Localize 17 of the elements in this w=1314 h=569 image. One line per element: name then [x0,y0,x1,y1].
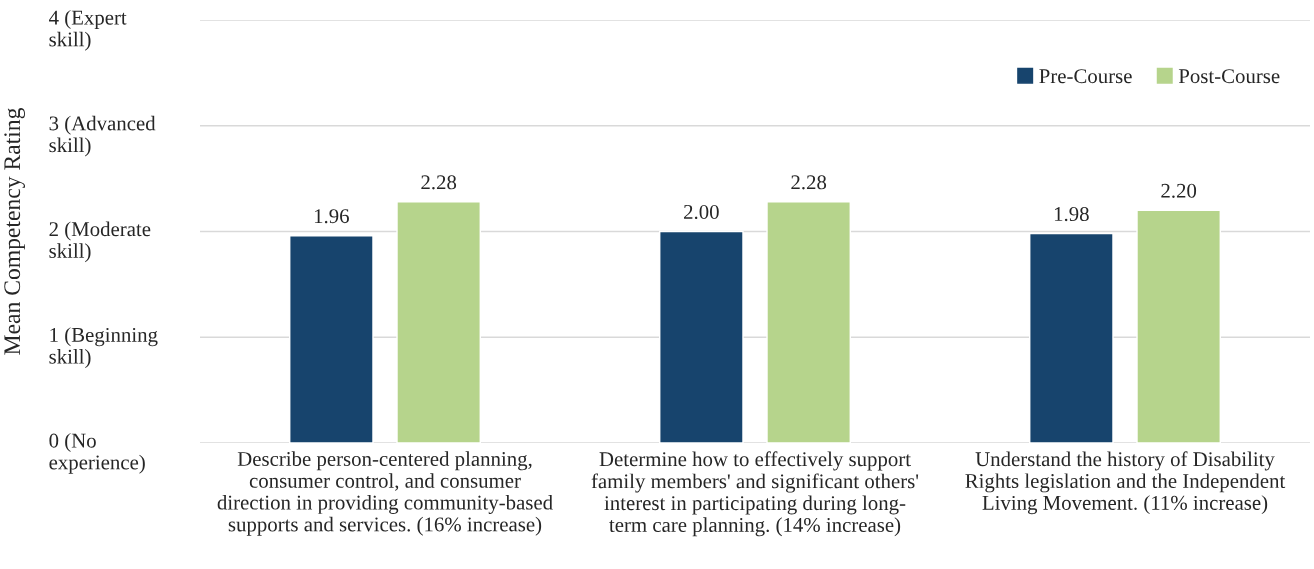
y-axis-title: Mean Competency Rating [4,108,25,355]
x-tick-label: Describe person-centered planning, consumer control, and consumer direction in providing community-based supports and services. (16% increase) [217,451,553,536]
y-tick-label: 2 (Moderate skill) [49,221,151,263]
y-tick-label: 4 (Expert skill) [49,10,127,51]
x-tick-label: Determine how to effectively support family members' and significant others' interest in participating during long- term care planning. (14% increase) [591,451,919,537]
x-tick-label: Understand the history of Disability Rights legislation and the Independent Living Movement. (11% increase) [965,451,1286,515]
y-tick-label: 1 (Beginning skill) [49,327,158,368]
y-tick-label: 0 (No experience) [49,433,145,474]
data-label: 1.98 [1054,206,1089,222]
y-tick-label: 3 (Advanced skill) [49,115,156,157]
data-label: 2.20 [1161,183,1197,198]
data-label: 2.28 [791,175,827,190]
data-label: 1.96 [314,209,349,224]
data-label: 2.00 [684,204,719,220]
legend-label: Pre-Course [1039,69,1132,84]
legend-label: Post-Course [1178,69,1280,84]
data-label: 2.28 [421,175,457,190]
